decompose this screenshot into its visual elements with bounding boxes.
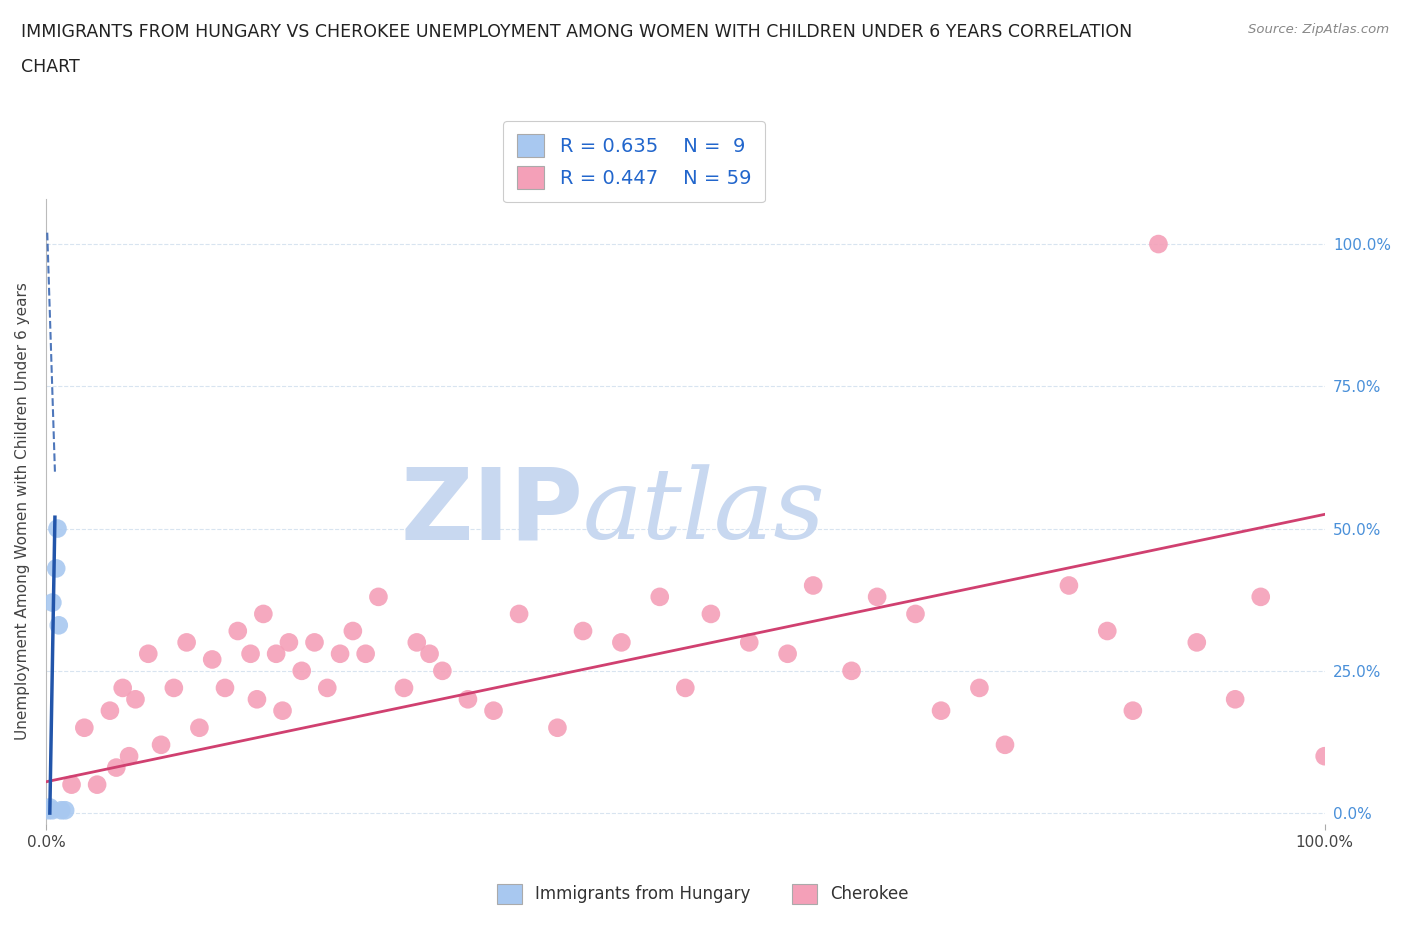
Point — [201, 652, 224, 667]
Point — [648, 590, 671, 604]
Point — [277, 635, 299, 650]
Point — [188, 721, 211, 736]
Point — [226, 624, 249, 639]
Point — [994, 737, 1017, 752]
Point — [252, 606, 274, 621]
Point — [673, 681, 696, 696]
Point — [105, 760, 128, 775]
Point — [41, 595, 63, 610]
Point — [118, 749, 141, 764]
Point — [801, 578, 824, 593]
Point — [45, 561, 67, 576]
Point — [419, 646, 441, 661]
Point — [405, 635, 427, 650]
Point — [304, 635, 326, 650]
Point — [508, 606, 530, 621]
Text: Source: ZipAtlas.com: Source: ZipAtlas.com — [1249, 23, 1389, 36]
Point — [48, 618, 70, 632]
Point — [1122, 703, 1144, 718]
Point — [60, 777, 83, 792]
Point — [738, 635, 761, 650]
Point — [482, 703, 505, 718]
Point — [1147, 236, 1170, 251]
Point — [316, 681, 339, 696]
Point — [929, 703, 952, 718]
Point — [98, 703, 121, 718]
Point — [969, 681, 991, 696]
Point — [214, 681, 236, 696]
Point — [1097, 624, 1119, 639]
Point — [53, 803, 76, 817]
Point — [904, 606, 927, 621]
Point — [342, 624, 364, 639]
Point — [38, 800, 60, 815]
Point — [457, 692, 479, 707]
Point — [150, 737, 173, 752]
Point — [610, 635, 633, 650]
Point — [392, 681, 415, 696]
Point — [367, 590, 389, 604]
Point — [866, 590, 889, 604]
Point — [163, 681, 186, 696]
Point — [176, 635, 198, 650]
Text: ZIP: ZIP — [401, 463, 583, 560]
Point — [1250, 590, 1272, 604]
Point — [1313, 749, 1336, 764]
Point — [329, 646, 352, 661]
Point — [1223, 692, 1246, 707]
Point — [38, 803, 60, 817]
Point — [264, 646, 287, 661]
Point — [1185, 635, 1208, 650]
Point — [136, 646, 159, 661]
Point — [776, 646, 799, 661]
Point — [700, 606, 723, 621]
Point — [239, 646, 262, 661]
Point — [86, 777, 108, 792]
Point — [41, 803, 63, 817]
Point — [271, 703, 294, 718]
Point — [841, 663, 863, 678]
Point — [546, 721, 568, 736]
Point — [73, 721, 96, 736]
Point — [51, 803, 73, 817]
Point — [354, 646, 377, 661]
Point — [572, 624, 595, 639]
Point — [1057, 578, 1080, 593]
Point — [124, 692, 146, 707]
Legend: R = 0.635    N =  9, R = 0.447    N = 59: R = 0.635 N = 9, R = 0.447 N = 59 — [503, 121, 765, 203]
Text: IMMIGRANTS FROM HUNGARY VS CHEROKEE UNEMPLOYMENT AMONG WOMEN WITH CHILDREN UNDER: IMMIGRANTS FROM HUNGARY VS CHEROKEE UNEM… — [21, 23, 1132, 41]
Point — [246, 692, 269, 707]
Y-axis label: Unemployment Among Women with Children Under 6 years: Unemployment Among Women with Children U… — [15, 283, 30, 740]
Point — [46, 521, 69, 536]
Legend: Immigrants from Hungary, Cherokee: Immigrants from Hungary, Cherokee — [491, 877, 915, 910]
Text: CHART: CHART — [21, 58, 80, 75]
Point — [291, 663, 314, 678]
Point — [111, 681, 134, 696]
Point — [432, 663, 454, 678]
Text: atlas: atlas — [583, 464, 825, 559]
